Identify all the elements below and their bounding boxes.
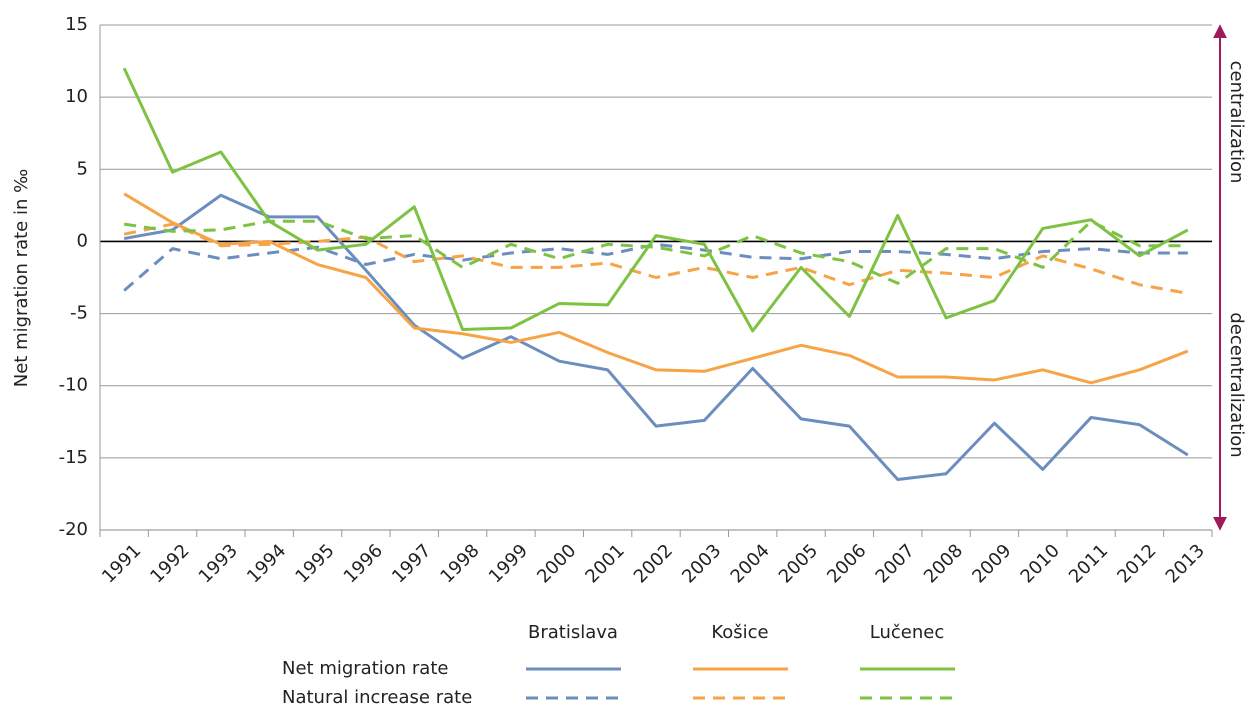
- x-tick-label: 2005: [775, 540, 822, 587]
- x-tick-label: 2007: [872, 540, 919, 587]
- x-tick-label: 2002: [630, 540, 677, 587]
- x-tick-label: 1991: [98, 540, 145, 587]
- annotation: decentralization: [1226, 312, 1247, 457]
- x-tick-label: 2006: [823, 540, 870, 587]
- x-tick-label: 2000: [533, 540, 580, 587]
- legend-label: Lučenec: [870, 622, 944, 643]
- x-tick-label: 2011: [1065, 540, 1112, 587]
- x-tick-label: 2009: [968, 540, 1015, 587]
- x-tick-label: 2013: [1162, 540, 1209, 587]
- legend-row-label: Net migration rate: [282, 658, 448, 679]
- x-tick-label: 2001: [581, 540, 628, 587]
- net-migration-line: [123, 192, 1189, 385]
- x-tick-label: 1999: [485, 540, 532, 587]
- y-tick-label: 0: [77, 230, 88, 251]
- x-tick-label: 2012: [1113, 540, 1160, 587]
- natural-increase-line: [123, 222, 1189, 295]
- x-tick-label: 1992: [146, 540, 193, 587]
- legend-row-label: Natural increase rate: [282, 687, 472, 708]
- legend-label: Bratislava: [528, 622, 618, 643]
- x-tick-label: 2004: [727, 540, 774, 587]
- net-migration-line: [123, 193, 1189, 481]
- y-tick-label: -5: [70, 303, 88, 324]
- y-tick-label: -10: [59, 375, 88, 396]
- x-tick-label: 2008: [920, 540, 967, 587]
- y-tick-label: 15: [65, 14, 88, 35]
- x-tick-label: 2003: [678, 540, 725, 587]
- annotation: centralization: [1226, 61, 1247, 184]
- x-tick-label: 1996: [340, 540, 387, 587]
- x-tick-label: 1998: [436, 540, 483, 587]
- x-tick-label: 1997: [388, 540, 435, 587]
- y-tick-label: -15: [59, 447, 88, 468]
- x-tick-label: 1995: [291, 540, 338, 587]
- y-tick-label: -20: [59, 519, 88, 540]
- x-tick-label: 1994: [243, 540, 290, 587]
- net-migration-line: [122, 67, 1189, 333]
- x-tick-label: 2010: [1017, 540, 1064, 587]
- x-tick-label: 1993: [195, 540, 242, 587]
- y-axis-label: Net migration rate in ‰: [11, 169, 32, 387]
- y-tick-label: 5: [77, 158, 88, 179]
- legend-label: Košice: [711, 622, 768, 643]
- y-tick-label: 10: [65, 86, 88, 107]
